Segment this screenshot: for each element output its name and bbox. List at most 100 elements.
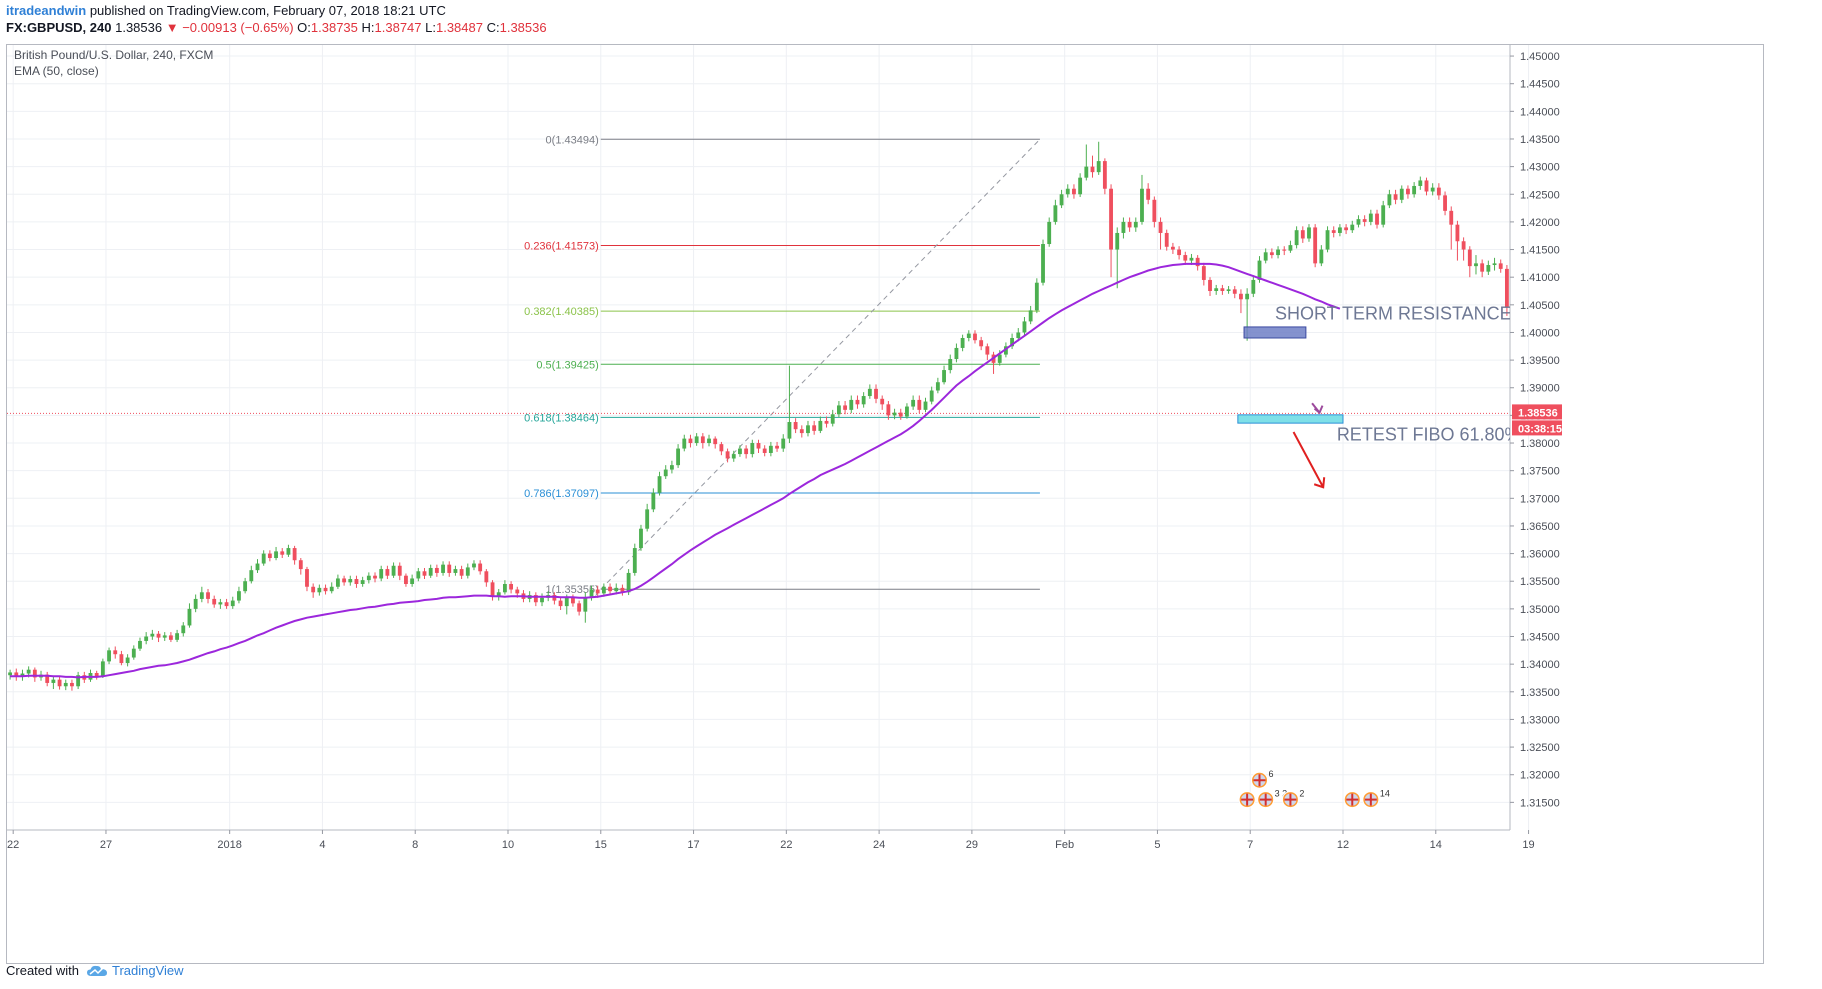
close-value: 1.38536 (499, 20, 547, 35)
candle-body (756, 443, 761, 449)
y-tick-label: 1.44500 (1520, 79, 1560, 91)
candle-body (979, 340, 984, 347)
candle (1214, 284, 1219, 295)
candle (131, 645, 136, 660)
candle-body (509, 583, 514, 590)
publish-info: published on TradingView.com, February 0… (89, 3, 446, 18)
candle (1047, 217, 1052, 247)
candle-body (1567, 352, 1571, 358)
candle-body (595, 589, 600, 594)
candle-body (138, 640, 142, 649)
candle (76, 671, 81, 690)
candle-body (1449, 210, 1454, 225)
candle (490, 580, 495, 601)
candle (1331, 226, 1336, 238)
x-tick-label: Feb (1055, 839, 1074, 851)
candle-body (175, 633, 180, 640)
candle-body (855, 399, 860, 405)
candle-body (199, 592, 204, 599)
candle-body (1300, 230, 1305, 239)
open-label: O: (297, 20, 311, 35)
candle (1288, 240, 1293, 253)
candle-body (564, 597, 569, 607)
candle (1567, 348, 1571, 361)
candle (224, 598, 229, 609)
candle (1443, 191, 1447, 216)
candle-body (1084, 166, 1089, 178)
candle-body (657, 476, 662, 493)
candle (1152, 196, 1157, 228)
candle (237, 586, 241, 604)
candle (1418, 176, 1423, 190)
y-tick-label: 1.43000 (1520, 162, 1560, 174)
candle (1269, 248, 1274, 259)
event-flag-icon: 3 2 (1257, 789, 1287, 809)
candle (1170, 242, 1175, 254)
candle-body (663, 469, 668, 477)
event-flag-icon: 2 (1281, 789, 1304, 809)
candle-body (608, 586, 612, 592)
candle (1053, 199, 1058, 225)
candle-body (298, 560, 303, 570)
candle (360, 576, 365, 587)
candle-body (898, 412, 903, 417)
candle (472, 560, 476, 571)
candle (1195, 255, 1200, 271)
candle-body (447, 564, 452, 573)
candle (32, 667, 37, 682)
candle-body (577, 603, 582, 612)
candle (385, 565, 390, 580)
chart-panel[interactable]: 1.45000 1.44500 1.44000 1.43500 1.43000 1.425… (6, 44, 1764, 964)
low-label: L: (425, 20, 436, 35)
candle (1325, 226, 1330, 253)
candle-body (459, 569, 464, 576)
candle (88, 669, 93, 682)
candle-body (391, 565, 396, 576)
candle-body (540, 597, 544, 603)
candle-body (1331, 230, 1336, 233)
candle-body (1251, 279, 1256, 294)
y-tick-label: 1.33000 (1520, 714, 1560, 726)
candle (1041, 239, 1045, 286)
candle (496, 588, 501, 601)
candle (676, 444, 681, 468)
candle (70, 679, 74, 691)
candle (354, 575, 359, 588)
candle (824, 416, 829, 428)
candle-body (76, 675, 81, 687)
candle (150, 629, 155, 640)
candle (812, 420, 817, 435)
candle (973, 330, 977, 344)
candle-body (874, 388, 878, 399)
candle (1492, 257, 1497, 271)
candle (187, 603, 192, 628)
candle-body (1140, 188, 1144, 222)
candle (51, 676, 56, 690)
candle-body (806, 425, 810, 434)
candle-body (237, 591, 241, 601)
candle-body (162, 635, 167, 638)
author-link[interactable]: itradeandwin (6, 3, 87, 18)
tradingview-logo[interactable]: TradingView (86, 963, 184, 978)
candle-body (960, 337, 965, 348)
candle (1208, 277, 1212, 296)
candle (397, 562, 402, 581)
candle (199, 586, 204, 603)
candle (193, 594, 198, 613)
candle-body (70, 682, 74, 687)
candle-body (1232, 289, 1237, 294)
candle (1387, 189, 1392, 209)
candle-body (762, 448, 767, 453)
candle (1034, 278, 1039, 314)
candle (243, 577, 248, 594)
candle-body (379, 569, 384, 579)
candle-body (533, 595, 538, 603)
price-chart[interactable]: 1.45000 1.44500 1.44000 1.43500 1.43000 1.425… (7, 45, 1763, 963)
candle-body (1598, 377, 1602, 385)
candle-body (1356, 219, 1361, 225)
candle-body (911, 399, 916, 407)
grid-lines (7, 45, 1530, 830)
candle-body (861, 396, 866, 405)
candle-body (1337, 227, 1342, 233)
price-change: ▼ −0.00913 (−0.65%) (165, 20, 294, 35)
